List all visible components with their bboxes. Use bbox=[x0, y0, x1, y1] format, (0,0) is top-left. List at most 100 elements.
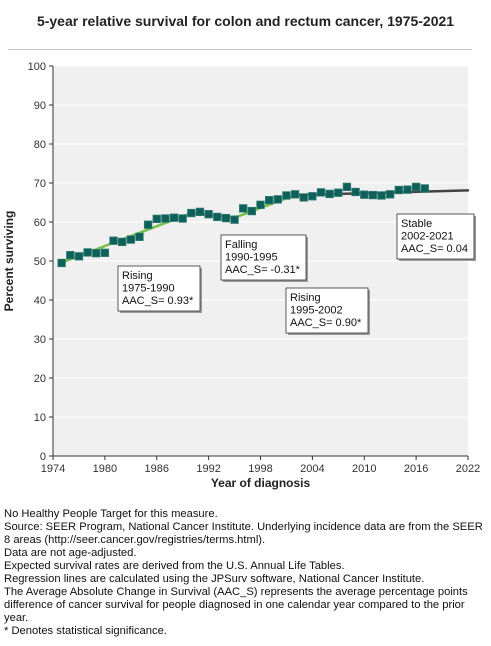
footnote-line: The Average Absolute Change in Survival … bbox=[4, 586, 468, 624]
annotation-text: AAC_S= -0.31* bbox=[225, 264, 301, 276]
x-tick-label: 2010 bbox=[352, 463, 376, 475]
data-point bbox=[264, 196, 274, 205]
footnote-line: Data are not age-adjusted. bbox=[4, 547, 137, 559]
x-tick-label: 2016 bbox=[404, 463, 428, 475]
y-tick-label: 60 bbox=[34, 217, 46, 229]
x-tick-label: 1980 bbox=[93, 463, 117, 475]
annotation-text: AAC_S= 0.90* bbox=[290, 317, 362, 329]
data-point bbox=[66, 250, 75, 260]
data-point bbox=[299, 193, 308, 202]
data-point bbox=[74, 252, 84, 261]
annotation-text: Rising bbox=[122, 270, 153, 282]
data-point bbox=[403, 185, 412, 194]
data-point bbox=[178, 214, 187, 223]
y-tick-label: 20 bbox=[34, 373, 46, 385]
annotation-text: AAC_S= 0.04 bbox=[401, 243, 468, 255]
y-tick-label: 100 bbox=[28, 61, 46, 73]
data-point bbox=[351, 187, 360, 197]
data-point bbox=[325, 189, 334, 199]
annotation-text: Rising bbox=[290, 292, 321, 304]
data-point bbox=[334, 188, 343, 197]
y-tick-label: 0 bbox=[40, 451, 46, 463]
data-point bbox=[368, 190, 378, 200]
x-axis-title: Year of diagnosis bbox=[211, 476, 311, 490]
y-axis-title: Percent surviving bbox=[2, 211, 16, 312]
annotation-text: Stable bbox=[401, 218, 432, 230]
annotation-text: 2002-2021 bbox=[401, 231, 454, 243]
gridlines bbox=[53, 65, 468, 418]
y-tick-label: 30 bbox=[34, 334, 46, 346]
data-point bbox=[316, 188, 326, 197]
data-point bbox=[247, 206, 257, 216]
data-point bbox=[152, 214, 161, 224]
y-tick-label: 10 bbox=[34, 412, 46, 424]
x-tick-label: 1992 bbox=[196, 463, 220, 475]
data-point bbox=[213, 212, 222, 222]
footnote-line: No Healthy People Target for this measur… bbox=[4, 508, 218, 520]
data-point bbox=[169, 213, 179, 222]
data-point bbox=[308, 192, 317, 201]
data-point bbox=[360, 190, 369, 199]
axes: 0 10 20 30 40 50 60 70 80 90 100 1974 1980 1986 1992 19… bbox=[28, 61, 481, 475]
chart-title: 5-year relative survival for colon and r… bbox=[36, 13, 455, 29]
footnote-line: Expected survival rates are derived from… bbox=[4, 560, 345, 572]
data-point bbox=[109, 236, 118, 245]
data-point bbox=[143, 220, 153, 229]
data-point bbox=[92, 249, 101, 258]
annotation-box bbox=[396, 213, 475, 260]
x-tick-label: 1998 bbox=[248, 463, 272, 475]
annotation-box bbox=[117, 265, 201, 312]
data-markers bbox=[57, 182, 429, 268]
data-point bbox=[411, 182, 421, 192]
data-point bbox=[100, 248, 110, 257]
data-point bbox=[126, 235, 135, 244]
annotation-text: AAC_S= 0.93* bbox=[122, 295, 194, 307]
y-tick-label: 90 bbox=[34, 100, 46, 112]
regression-segment bbox=[60, 211, 193, 264]
data-point bbox=[420, 184, 429, 193]
annotation-box bbox=[220, 234, 307, 281]
x-tick-label: 2022 bbox=[456, 463, 480, 475]
data-point bbox=[204, 210, 213, 219]
data-point bbox=[57, 258, 66, 268]
chart-area: 0 10 20 30 40 50 60 70 80 90 100 1974 1980 1986 1992 19… bbox=[2, 61, 481, 490]
y-tick-label: 70 bbox=[34, 178, 46, 190]
annotation-text: 1995-2002 bbox=[290, 305, 343, 317]
y-tick-label: 80 bbox=[34, 139, 46, 151]
annotation-text: 1990-1995 bbox=[225, 252, 278, 264]
data-point bbox=[239, 204, 248, 213]
data-point bbox=[83, 248, 92, 257]
annotation-text: 1975-1990 bbox=[122, 283, 175, 295]
data-point bbox=[282, 191, 291, 200]
data-point bbox=[187, 208, 196, 218]
footnotes: No Healthy People Target for this measur… bbox=[4, 508, 490, 638]
title-divider bbox=[8, 49, 472, 50]
data-point bbox=[394, 185, 403, 195]
data-point bbox=[386, 190, 395, 199]
data-point bbox=[290, 190, 300, 199]
data-point bbox=[195, 207, 205, 217]
data-point bbox=[342, 182, 352, 192]
data-point bbox=[135, 232, 144, 241]
data-point bbox=[377, 191, 386, 200]
data-point bbox=[273, 195, 282, 204]
x-tick-label: 2004 bbox=[300, 463, 324, 475]
footnote-line: * Denotes statistical significance. bbox=[4, 625, 167, 637]
footnote-line: Source: SEER Program, National Cancer In… bbox=[4, 521, 483, 546]
y-tick-label: 40 bbox=[34, 295, 46, 307]
data-point bbox=[118, 237, 127, 247]
y-tick-label: 50 bbox=[34, 256, 46, 268]
annotation-box bbox=[285, 287, 369, 334]
annotation-text: Falling bbox=[225, 239, 257, 251]
x-tick-label: 1986 bbox=[145, 463, 169, 475]
data-point bbox=[221, 213, 231, 223]
data-point bbox=[161, 214, 170, 223]
footnote-line: Regression lines are calculated using th… bbox=[4, 573, 425, 585]
data-point bbox=[230, 215, 239, 224]
data-point bbox=[256, 200, 265, 209]
